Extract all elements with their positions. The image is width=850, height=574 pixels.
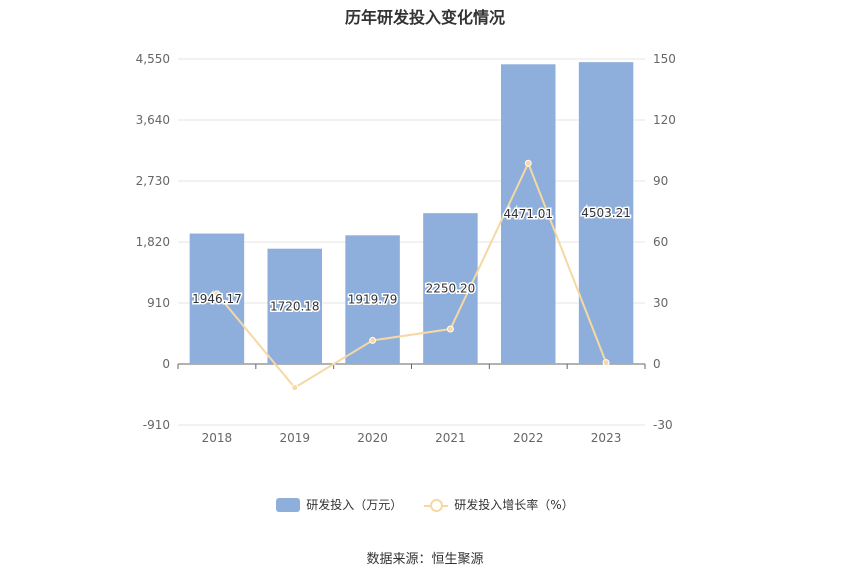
right-axis: -30 0 30 60 90 120 150 [653,52,676,432]
growth-point [602,359,610,367]
growth-point [369,336,377,344]
bar [501,64,556,365]
right-tick-label: 30 [653,296,668,310]
right-tick-label: 120 [653,113,676,127]
left-tick-label: 0 [162,357,170,371]
bar-value-label: 2250.20 [426,282,476,296]
right-tick-label: -30 [653,418,673,432]
right-tick-label: 60 [653,235,668,249]
x-tick-label: 2022 [513,431,544,445]
growth-point [446,325,454,333]
right-tick-label: 150 [653,52,676,66]
bar [189,233,245,364]
bar-value-label: 4471.01 [503,207,553,221]
bar-value-labels: 1946.17 1720.18 1919.79 2250.20 4471.01 4503.… [191,205,633,315]
x-tick-label: 2019 [279,431,310,445]
legend-line-label: 研发投入增长率（%） [454,498,574,512]
growth-point [524,159,532,167]
legend: 研发投入（万元） 研发投入增长率（%） [0,496,850,513]
grid-lines [178,58,645,426]
left-tick-label: 910 [147,296,170,310]
left-tick-label: -910 [143,418,170,432]
growth-point [213,290,221,298]
data-source: 数据来源：恒生聚源 [366,552,484,567]
bar-value-label: 1946.17 [192,292,242,306]
legend-line-swatch [424,498,449,512]
x-tick-label: 2020 [357,431,388,445]
left-tick-label: 3,640 [136,113,170,127]
x-axis: 2018 2019 2020 2021 2022 2023 [177,364,646,445]
left-tick-label: 2,730 [136,174,170,188]
legend-bar-label: 研发投入（万元） [306,498,403,512]
chart-title: 历年研发投入变化情况 [344,8,505,27]
x-tick-label: 2018 [202,431,233,445]
x-tick-label: 2023 [591,431,622,445]
legend-item-bar[interactable]: 研发投入（万元） [276,496,402,513]
left-tick-label: 4,550 [136,52,170,66]
right-tick-label: 0 [653,357,661,371]
right-tick-label: 90 [653,174,668,188]
legend-bar-swatch [276,497,301,512]
growth-line [216,160,608,389]
bar-series [189,62,634,365]
left-axis: -910 0 910 1,820 2,730 3,640 4,550 [136,52,170,432]
x-tick-label: 2021 [435,431,466,445]
bar-value-label: 1720.18 [270,299,320,313]
bar [267,248,322,364]
bar-value-label: 1919.79 [348,293,398,307]
growth-point [291,384,299,392]
left-tick-label: 1,820 [136,235,170,249]
line-series [213,159,610,392]
bar-value-label: 4503.21 [581,206,631,220]
legend-item-line[interactable]: 研发投入增长率（%） [424,496,574,513]
